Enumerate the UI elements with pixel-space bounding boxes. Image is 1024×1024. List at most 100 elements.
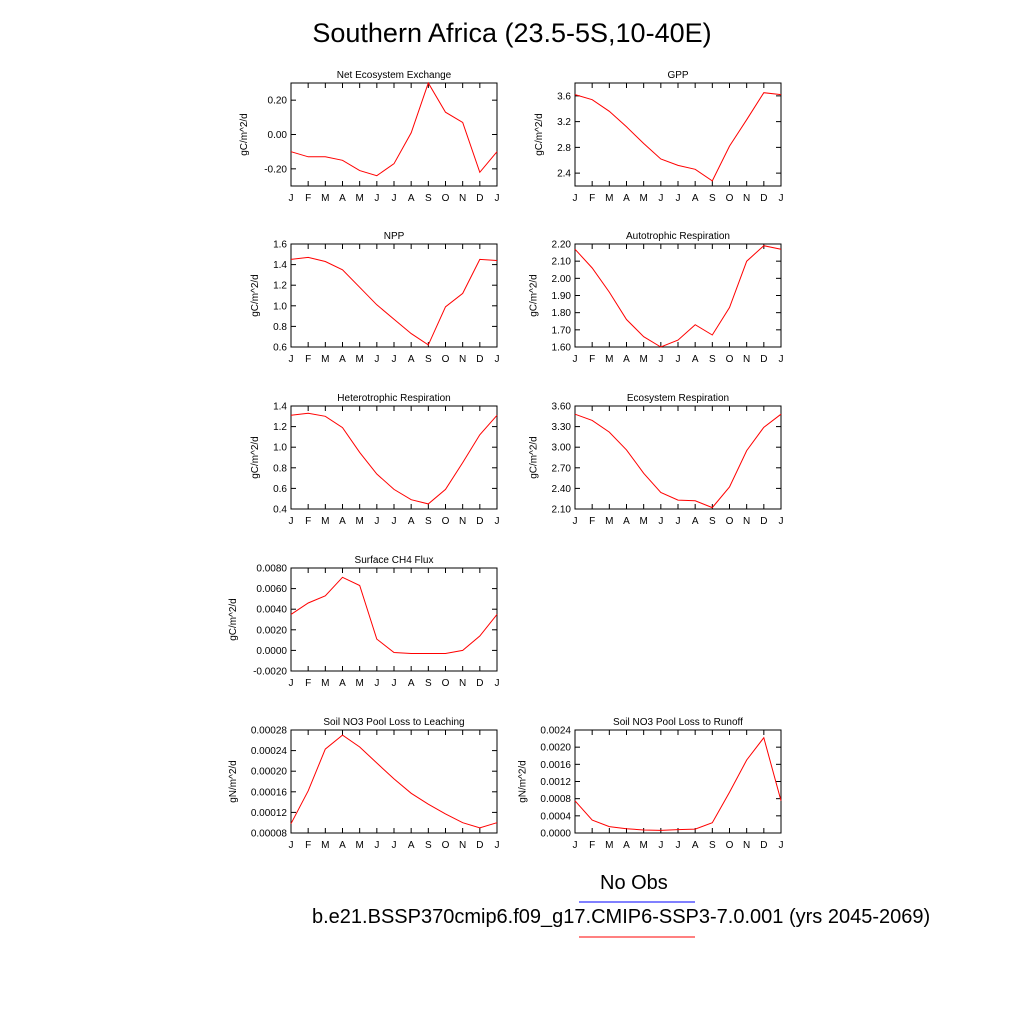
- y-axis-label: gC/m^2/d: [239, 113, 250, 156]
- x-tick-label: J: [374, 193, 379, 204]
- figure-title: Southern Africa (23.5-5S,10-40E): [312, 18, 712, 48]
- x-tick-label: M: [639, 516, 647, 527]
- x-tick-label: D: [476, 840, 483, 851]
- y-tick-label: 3.60: [552, 402, 572, 413]
- y-axis-label: gC/m^2/d: [228, 598, 239, 641]
- x-tick-label: D: [476, 516, 483, 527]
- y-tick-label: 1.60: [552, 343, 572, 354]
- y-tick-label: 0.00008: [251, 829, 288, 840]
- x-tick-label: J: [658, 516, 663, 527]
- x-tick-label: O: [442, 678, 450, 689]
- y-axis-label: gC/m^2/d: [529, 274, 540, 317]
- chart-title: Net Ecosystem Exchange: [337, 70, 452, 81]
- y-axis-label: gN/m^2/d: [517, 760, 528, 803]
- y-tick-label: 1.4: [273, 402, 287, 413]
- y-tick-label: 3.00: [552, 443, 572, 454]
- y-tick-label: 1.6: [273, 240, 287, 251]
- x-tick-label: D: [760, 516, 767, 527]
- x-tick-label: J: [573, 193, 578, 204]
- x-tick-label: O: [442, 840, 450, 851]
- x-tick-label: M: [605, 516, 613, 527]
- x-tick-label: D: [476, 354, 483, 365]
- y-tick-label: 0.0080: [256, 564, 287, 575]
- x-tick-label: J: [676, 193, 681, 204]
- y-tick-label: 2.10: [552, 257, 572, 268]
- x-tick-label: D: [760, 840, 767, 851]
- x-tick-label: J: [289, 516, 294, 527]
- x-tick-label: F: [589, 354, 595, 365]
- y-tick-label: 0.00012: [251, 808, 288, 819]
- x-tick-label: J: [392, 193, 397, 204]
- y-tick-label: 0.0020: [540, 743, 571, 754]
- chart-title: Surface CH4 Flux: [355, 555, 434, 566]
- y-tick-label: 0.0000: [256, 646, 287, 657]
- y-tick-label: 0.0012: [540, 777, 571, 788]
- legend-run-label: b.e21.BSSP370cmip6.f09_g17.CMIP6-SSP3-7.…: [312, 906, 931, 928]
- chart-title: Soil NO3 Pool Loss to Leaching: [323, 717, 464, 728]
- x-tick-label: A: [408, 678, 415, 689]
- y-tick-label: 1.2: [273, 281, 287, 292]
- x-tick-label: S: [709, 354, 716, 365]
- plot-frame: [290, 82, 498, 187]
- x-tick-label: J: [289, 840, 294, 851]
- x-tick-label: A: [408, 840, 415, 851]
- x-tick-label: N: [459, 678, 466, 689]
- y-axis-label: gC/m^2/d: [534, 113, 545, 156]
- y-tick-label: 0.20: [268, 96, 288, 107]
- x-tick-label: S: [709, 840, 716, 851]
- chart-panel: Ecosystem Respiration 2.10 2.40 2.70 3.00 3.3…: [529, 393, 784, 527]
- x-tick-label: O: [726, 516, 734, 527]
- y-axis-label: gC/m^2/d: [250, 436, 261, 479]
- chart-title: Heterotrophic Respiration: [337, 393, 450, 404]
- x-tick-label: A: [623, 840, 630, 851]
- chart-panel: Heterotrophic Respiration 0.4 0.6 0.8 1.0 1.2…: [250, 393, 499, 527]
- y-tick-label: 3.6: [557, 91, 571, 102]
- x-tick-label: M: [605, 354, 613, 365]
- x-tick-label: A: [339, 354, 346, 365]
- chart-title: Ecosystem Respiration: [627, 393, 729, 404]
- y-tick-label: 0.6: [273, 484, 287, 495]
- x-tick-label: M: [355, 840, 363, 851]
- x-tick-label: M: [321, 193, 329, 204]
- chart-panel: Autotrophic Respiration 1.60 1.70 1.80 1.90 2…: [529, 231, 784, 365]
- x-tick-label: M: [639, 840, 647, 851]
- x-tick-label: J: [658, 840, 663, 851]
- y-tick-label: 0.0040: [256, 605, 287, 616]
- x-tick-label: F: [305, 516, 311, 527]
- x-tick-label: F: [305, 354, 311, 365]
- y-tick-label: 0.00028: [251, 726, 288, 737]
- x-tick-label: A: [408, 193, 415, 204]
- x-tick-label: J: [289, 678, 294, 689]
- x-tick-label: J: [392, 678, 397, 689]
- y-tick-label: 2.4: [557, 169, 571, 180]
- y-tick-label: 2.00: [552, 274, 572, 285]
- y-axis-label: gC/m^2/d: [529, 436, 540, 479]
- x-tick-label: F: [589, 193, 595, 204]
- plot-frame: [290, 567, 498, 672]
- x-tick-label: J: [658, 193, 663, 204]
- x-tick-label: J: [573, 840, 578, 851]
- y-tick-label: 3.2: [557, 117, 571, 128]
- x-tick-label: J: [658, 354, 663, 365]
- x-tick-label: M: [639, 193, 647, 204]
- y-tick-label: -0.20: [264, 164, 287, 175]
- y-tick-label: 1.0: [273, 443, 287, 454]
- chart-title: NPP: [384, 231, 405, 242]
- chart-title: GPP: [667, 70, 688, 81]
- y-tick-label: 0.4: [273, 505, 287, 516]
- y-tick-label: 0.8: [273, 463, 287, 474]
- y-tick-label: 1.80: [552, 308, 572, 319]
- chart-panel: Soil NO3 Pool Loss to Leaching 0.00008 0.0…: [228, 717, 500, 851]
- series-line: [290, 576, 498, 654]
- chart-panel: Surface CH4 Flux -0.0020 0.0000 0.0020 0.004…: [228, 555, 500, 689]
- x-tick-label: O: [442, 516, 450, 527]
- y-tick-label: 0.00: [268, 130, 288, 141]
- y-tick-label: 0.00016: [251, 787, 288, 798]
- plot-frame: [574, 243, 782, 348]
- x-tick-label: M: [355, 516, 363, 527]
- series-line: [574, 736, 782, 831]
- x-tick-label: A: [623, 516, 630, 527]
- x-tick-label: F: [305, 840, 311, 851]
